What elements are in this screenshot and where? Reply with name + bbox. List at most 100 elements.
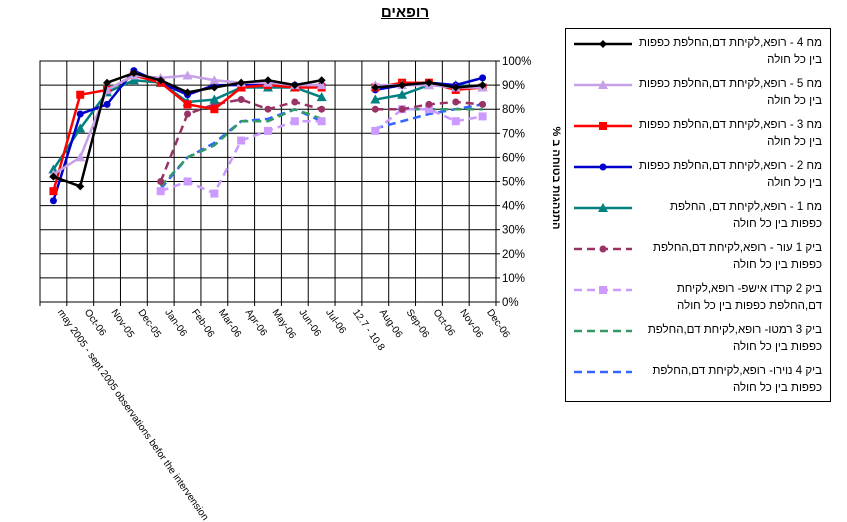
data-point — [209, 94, 220, 104]
data-point — [76, 110, 84, 118]
x-tick-label: Jun-06 — [296, 307, 323, 339]
data-point — [318, 105, 326, 113]
y-tick-label: 100% — [502, 56, 531, 68]
data-point — [599, 163, 607, 171]
data-point — [182, 70, 193, 80]
x-tick-label: Feb-06 — [189, 307, 216, 340]
legend-label: ביק 4 נוירו- רופא,לקיחת דם,החלפת כפפות ב… — [652, 365, 822, 394]
data-point — [48, 164, 59, 174]
data-point — [76, 182, 85, 191]
y-tick-label: 90% — [502, 80, 525, 92]
data-point — [599, 122, 607, 130]
legend-item: ביק 2 קרדו אישפ- רופא,לקיחת דם,החלפת כפפ… — [566, 281, 832, 321]
data-point — [129, 69, 138, 78]
legend-swatch — [574, 40, 632, 48]
data-point — [478, 81, 487, 90]
data-point — [210, 83, 219, 92]
data-point — [237, 96, 245, 104]
x-tick-label: Dec-06 — [484, 307, 512, 340]
data-point — [183, 177, 192, 186]
data-point — [183, 88, 192, 97]
data-point — [317, 117, 326, 126]
x-axis-labels: may 2005 - sept 2005 observations befor … — [55, 307, 512, 522]
x-tick-label: Aug-06 — [377, 307, 405, 340]
data-point — [452, 98, 460, 106]
data-point — [210, 105, 219, 114]
data-point — [183, 100, 192, 109]
legend-swatch — [574, 286, 632, 294]
legend-item: מח 4 - רופא,לקיחת דם,החלפת כפפות בין כל … — [566, 35, 832, 75]
legend-label: ביק 1 עור - רופא,לקיחת דם,החלפת כפפות בי… — [653, 242, 822, 271]
y-tick-label: 0% — [502, 297, 519, 309]
data-point — [425, 100, 433, 108]
data-point — [156, 76, 165, 85]
data-point — [156, 187, 165, 196]
data-point — [371, 105, 379, 113]
series-line — [159, 107, 323, 188]
y-tick-label: 80% — [502, 104, 525, 116]
data-point — [210, 189, 219, 198]
y-tick-label: 50% — [502, 177, 525, 189]
series-9 — [159, 103, 483, 190]
x-tick-label: Apr-06 — [243, 307, 269, 338]
data-point — [397, 89, 408, 99]
x-tick-label: Oct-06 — [82, 307, 108, 338]
legend-swatch — [574, 163, 632, 171]
data-point — [76, 90, 85, 99]
x-tick-label: Mar-06 — [216, 307, 243, 340]
legend-item: ביק 1 עור - רופא,לקיחת דם,החלפת כפפות בי… — [566, 240, 832, 280]
y-tick-label: 30% — [502, 225, 525, 237]
data-point — [49, 172, 58, 181]
data-point — [237, 83, 246, 92]
data-point — [371, 126, 380, 135]
data-point — [290, 117, 299, 126]
data-point — [237, 78, 246, 87]
data-point — [599, 286, 607, 294]
y-axis-labels: 0% 10% 20% 30% 40% 50% 60% 70% 80% 90% 100% — [502, 56, 531, 309]
x-axis-ticks — [39, 61, 497, 306]
x-tick-label: Sep-06 — [404, 307, 432, 340]
series-1 — [49, 69, 487, 191]
legend-item: ביק 4 נוירו- רופא,לקיחת דם,החלפת כפפות ב… — [566, 363, 832, 403]
data-point — [599, 40, 607, 48]
legend-item: מח 5 - רופא,לקיחת דם,החלפת כפפות בין כל … — [566, 76, 832, 116]
data-point — [291, 98, 299, 106]
x-tick-label: may 2005 - sept 2005 observations befor … — [55, 307, 210, 522]
legend: מח 4 - רופא,לקיחת דם,החלפת כפפות בין כל … — [565, 28, 831, 402]
series-5 — [48, 75, 488, 174]
legend-label: ביק 3 רמטו- רופא,לקיחת דם,החלפת כפפות בי… — [647, 324, 822, 353]
data-point — [264, 126, 272, 135]
data-point — [317, 76, 326, 85]
data-point — [598, 203, 608, 212]
legend-swatch — [574, 203, 632, 212]
data-point — [103, 78, 112, 87]
data-point — [184, 110, 192, 118]
data-point — [264, 105, 272, 113]
y-tick-label: 20% — [502, 249, 525, 261]
data-point — [371, 83, 380, 92]
data-point — [49, 197, 57, 205]
data-point — [398, 81, 407, 90]
data-point — [598, 80, 608, 89]
data-point — [599, 245, 607, 253]
legend-item: מח 2 - רופא,לקיחת דם,החלפת כפפות בין כל … — [566, 158, 832, 198]
series-line — [374, 103, 483, 130]
data-point — [316, 80, 327, 90]
legend-label: מח 4 - רופא,לקיחת דם,החלפת כפפות בין כל … — [639, 37, 822, 66]
y-tick-label: 60% — [502, 152, 525, 164]
legend-swatch — [574, 245, 632, 253]
data-point — [49, 187, 58, 196]
data-point — [75, 152, 86, 162]
legend-swatch — [574, 122, 632, 130]
legend-swatch — [574, 329, 632, 333]
y-tick-label: 40% — [502, 201, 525, 213]
legend-label: ביק 2 קרדו אישפ- רופא,לקיחת דם,החלפת כפפ… — [676, 283, 822, 312]
legend-item: מח 3 - רופא,לקיחת דם,החלפת כפפות בין כל … — [566, 117, 832, 157]
data-point — [398, 105, 406, 113]
legend-item: ביק 3 רמטו- רופא,לקיחת דם,החלפת כפפות בי… — [566, 322, 832, 362]
legend-item: מח 1 - רופא,לקיחת דם, החלפת כפפות בין כל… — [566, 199, 832, 239]
legend-swatch — [574, 370, 632, 374]
data-point — [370, 94, 381, 104]
legend-label: מח 1 - רופא,לקיחת דם, החלפת כפפות בין כל… — [670, 201, 822, 230]
